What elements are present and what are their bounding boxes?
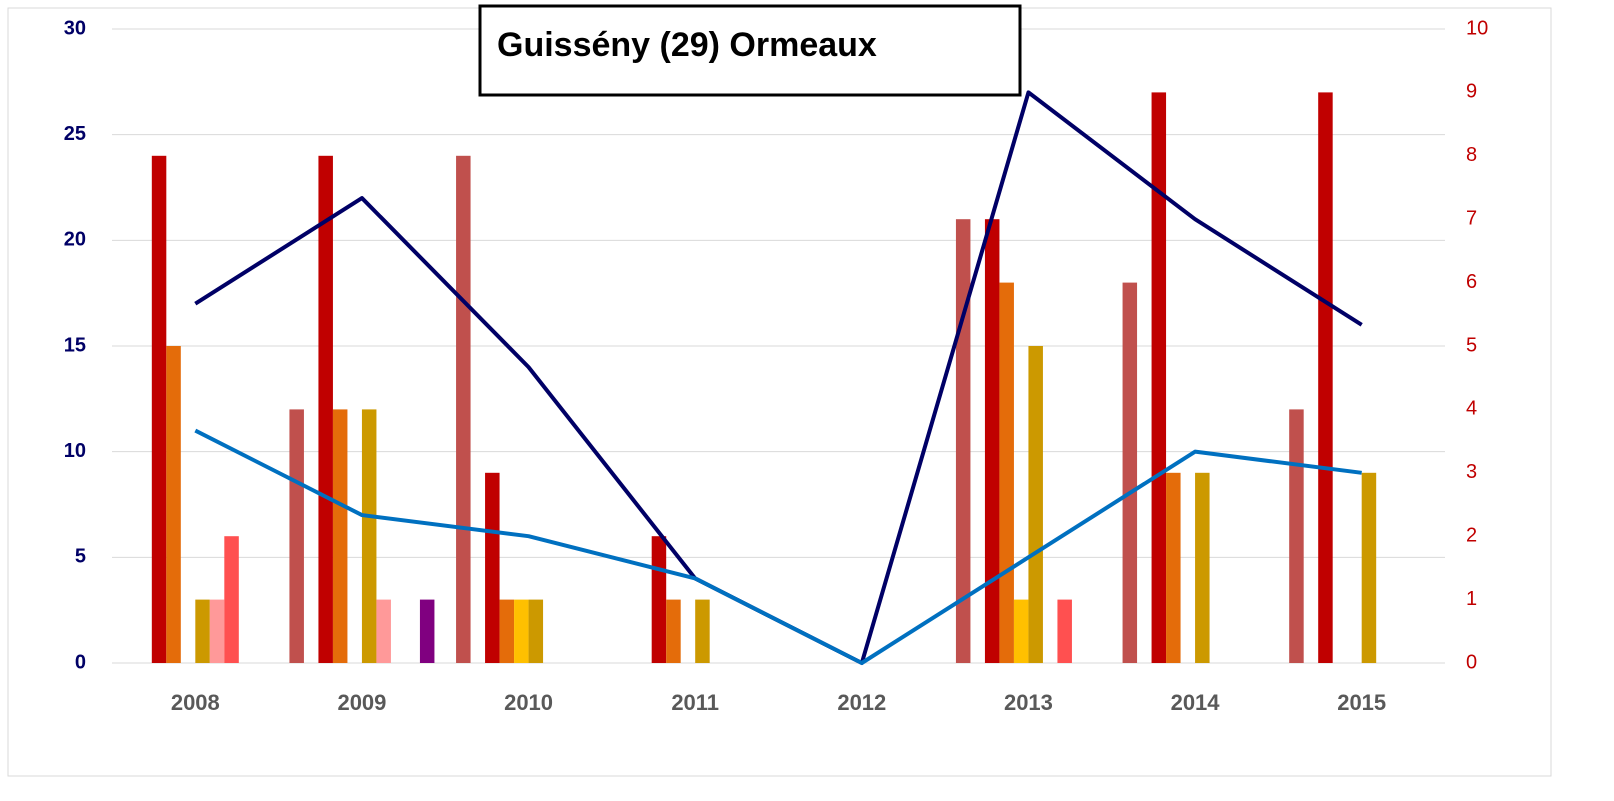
bar: [1013, 599, 1029, 663]
x-tick-label: 2009: [337, 690, 386, 715]
bar: [224, 536, 239, 663]
title-box: [478, 4, 1022, 97]
bar: [1166, 472, 1181, 663]
y2-tick-label: 2: [1466, 524, 1477, 546]
y2-tick-label: 1: [1466, 588, 1477, 610]
bar: [166, 346, 181, 663]
bar: [999, 282, 1014, 663]
x-tick-label: 2013: [1004, 690, 1053, 715]
bar: [195, 599, 210, 663]
y-tick-label: 15: [64, 334, 86, 356]
y-tick-label: 30: [64, 17, 86, 39]
bar: [332, 409, 348, 663]
bar: [651, 536, 667, 663]
bar: [1028, 346, 1043, 663]
chart-title: Guissény (29) Ormeaux: [497, 26, 877, 64]
y2-tick-label: 5: [1466, 334, 1477, 356]
bar: [318, 155, 333, 664]
y2-tick-label: 10: [1466, 17, 1488, 39]
y-tick-label: 5: [75, 546, 86, 568]
y-tick-label: 0: [75, 651, 86, 673]
bar: [528, 599, 544, 663]
y2-tick-label: 4: [1466, 398, 1477, 420]
y-tick-label: 10: [64, 440, 86, 462]
bar: [1151, 92, 1167, 663]
bar: [1195, 472, 1210, 663]
bar: [151, 155, 167, 664]
x-tick-label: 2015: [1337, 690, 1386, 715]
bar: [419, 599, 435, 663]
bar: [1318, 92, 1333, 663]
bar: [361, 409, 377, 663]
y2-tick-label: 6: [1466, 271, 1477, 293]
y2-tick-label: 8: [1466, 144, 1477, 166]
bar: [289, 409, 304, 663]
bar: [695, 599, 710, 663]
x-tick-label: 2008: [171, 690, 220, 715]
x-tick-label: 2014: [1171, 690, 1221, 715]
y-tick-label: 20: [64, 229, 86, 251]
x-tick-label: 2012: [837, 690, 886, 715]
bar: [485, 472, 500, 663]
bar: [514, 599, 529, 663]
y-tick-label: 25: [64, 123, 86, 145]
y2-tick-label: 7: [1466, 207, 1477, 229]
bar: [1361, 472, 1377, 663]
y2-tick-label: 9: [1466, 81, 1477, 103]
bar: [456, 155, 471, 664]
bar: [209, 599, 225, 663]
bar: [499, 599, 515, 663]
x-tick-label: 2011: [671, 690, 719, 715]
bar: [1289, 409, 1304, 663]
bar: [376, 599, 391, 663]
bar: [1122, 282, 1138, 663]
bar: [984, 219, 1000, 663]
bar: [666, 599, 681, 663]
y2-tick-label: 3: [1466, 461, 1477, 483]
y2-tick-label: 0: [1466, 651, 1477, 673]
x-tick-label: 2010: [504, 690, 553, 715]
line: [194, 428, 1362, 665]
bar: [1057, 599, 1072, 663]
